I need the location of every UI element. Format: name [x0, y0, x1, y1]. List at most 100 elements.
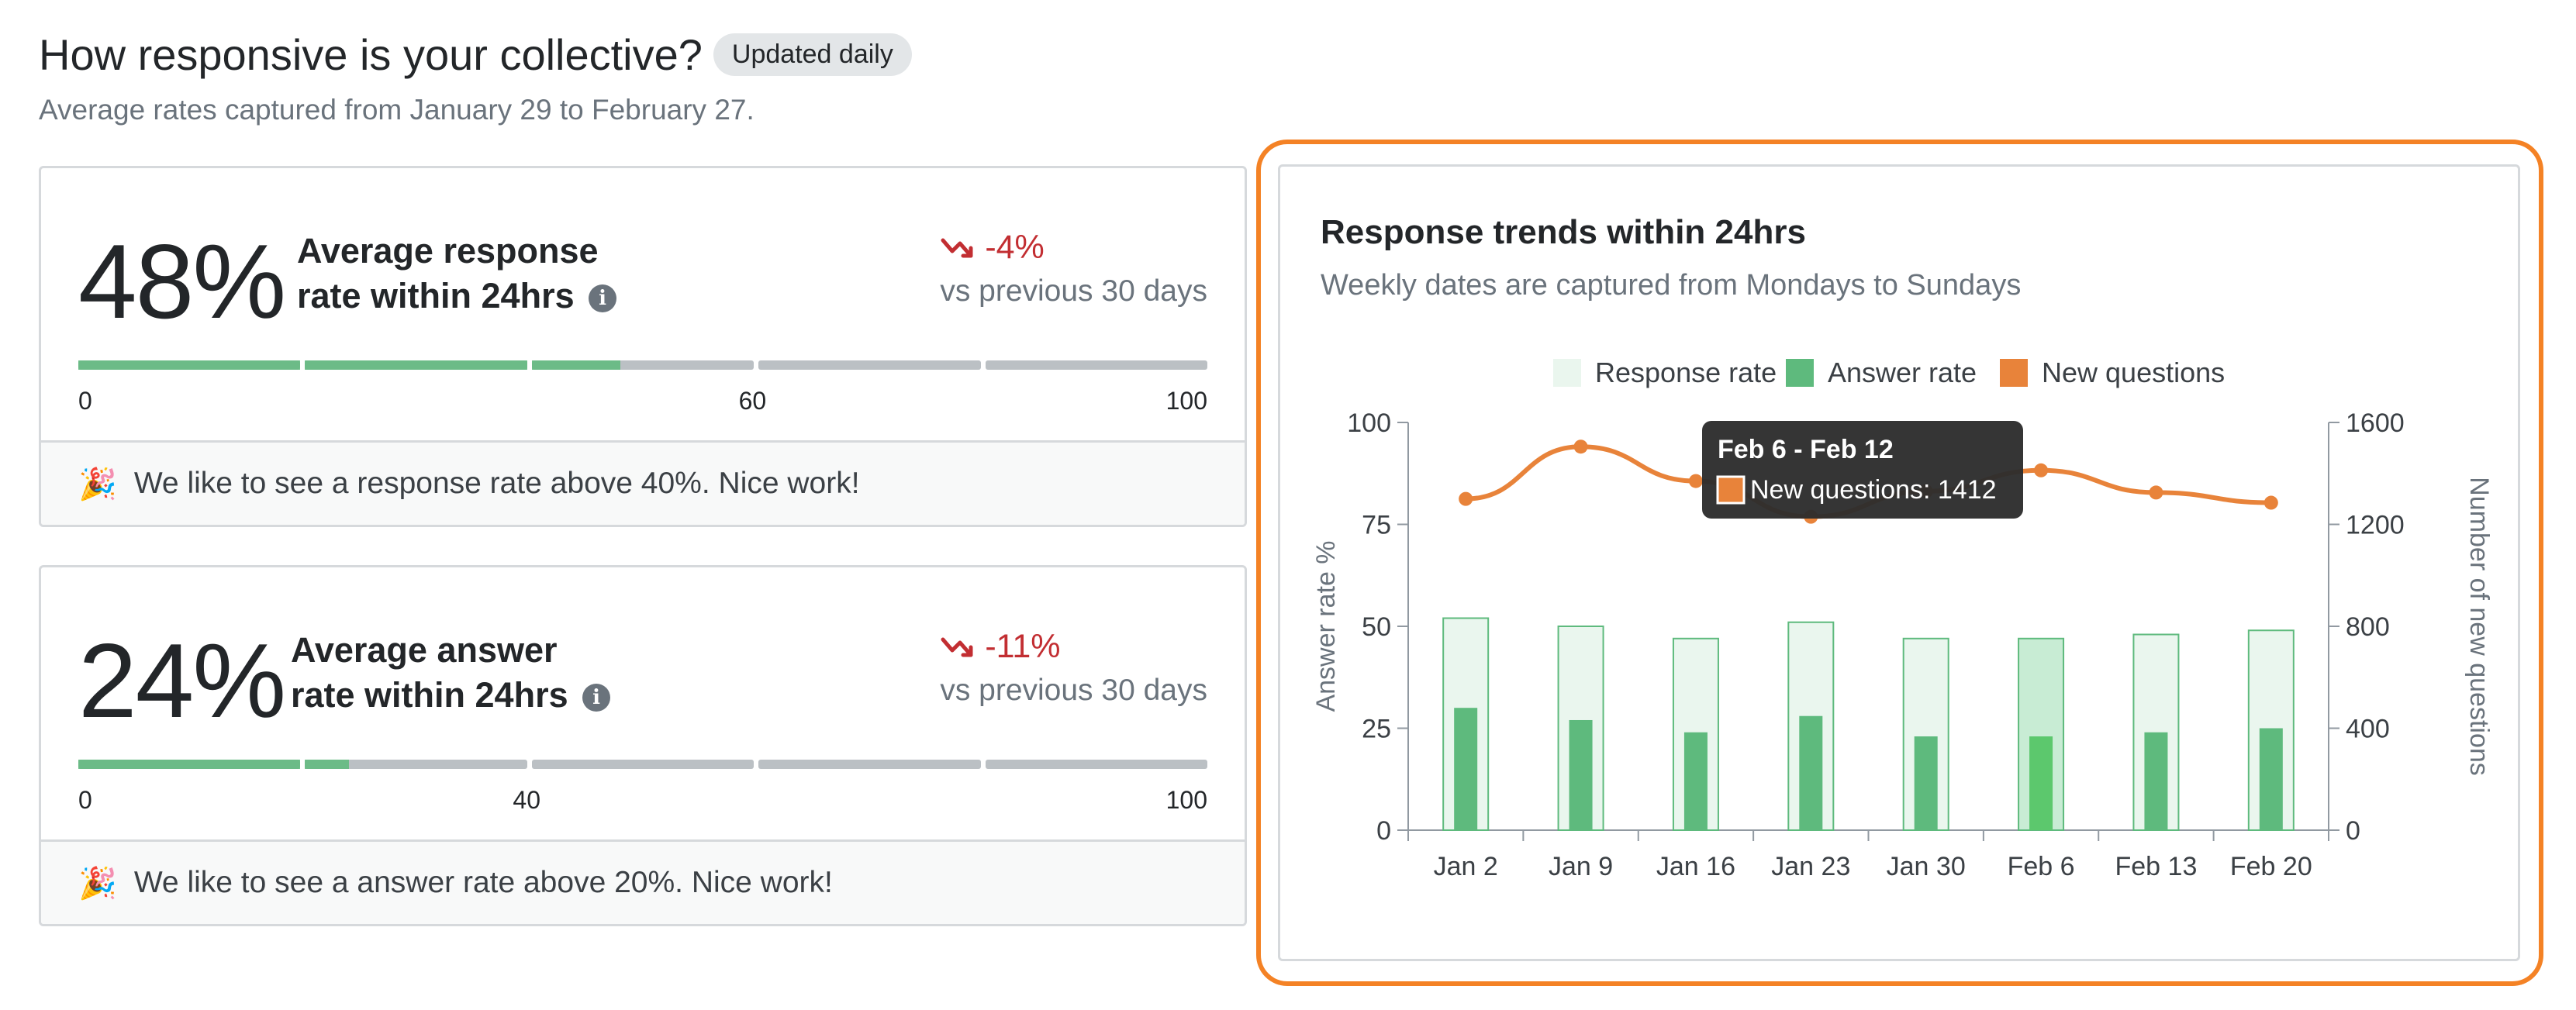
trending-down-icon [941, 238, 973, 257]
page-subtitle: Average rates captured from January 29 t… [39, 94, 754, 126]
tooltip-box [1702, 421, 2023, 519]
response-rate-card: 48% Average response rate within 24hrs i… [39, 166, 1247, 527]
response-rate-progress-bar [78, 360, 1207, 370]
y2-tick-label: 1600 [2346, 408, 2405, 438]
tooltip-title: Feb 6 - Feb 12 [1718, 435, 1894, 464]
tick-label: 0 [78, 387, 92, 415]
progress-segment [985, 360, 1207, 370]
response-rate-footer: 🎉 We like to see a response rate above 4… [41, 443, 1245, 525]
progress-segment [305, 360, 527, 370]
legend-swatch [1553, 359, 1581, 387]
y-tick-label: 0 [1376, 816, 1391, 846]
updated-badge: Updated daily [713, 33, 912, 76]
progress-segment [531, 360, 754, 370]
legend-label: Answer rate [1828, 357, 1977, 388]
x-tick-label: Jan 23 [1771, 852, 1850, 881]
progress-fill [305, 760, 350, 769]
answer-rate-bar [1454, 708, 1478, 830]
progress-fill [78, 360, 301, 370]
answer-rate-comparison: vs previous 30 days [940, 674, 1207, 707]
response-rate-value: 48% [78, 222, 286, 340]
x-tick-label: Jan 16 [1656, 852, 1735, 881]
progress-segment [78, 760, 301, 769]
answer-rate-footer: 🎉 We like to see a answer rate above 20%… [41, 842, 1245, 924]
chart-highlight-outline [1256, 140, 2543, 986]
page-title: How responsive is your collective? [39, 30, 703, 79]
answer-rate-delta: -11% [985, 628, 1061, 665]
y-tick-label: 25 [1362, 715, 1391, 744]
answer-rate-bar [1799, 715, 1823, 830]
response-rate-comparison: vs previous 30 days [940, 274, 1207, 308]
trending-down-icon [941, 637, 973, 657]
response-rate-footer-text: We like to see a response rate above 40%… [133, 467, 860, 500]
y-tick-label: 75 [1362, 511, 1391, 540]
legend-label: Response rate [1595, 357, 1777, 388]
progress-segment [305, 760, 527, 769]
response-rate-trend: -4% vs previous 30 days [940, 229, 1207, 309]
answer-rate-trend: -11% vs previous 30 days [940, 628, 1207, 708]
y-tick-label: 50 [1362, 612, 1391, 642]
answer-rate-bar [1683, 732, 1708, 830]
new-questions-point [1573, 440, 1588, 454]
tick-label: 100 [1165, 786, 1207, 814]
tooltip-text: New questions: 1412 [1750, 475, 1997, 505]
x-tick-label: Jan 30 [1887, 852, 1966, 881]
progress-segment [531, 760, 754, 769]
answer-rate-card: 24% Average answer rate within 24hrs i -… [39, 565, 1247, 926]
tooltip-swatch [1716, 475, 1746, 505]
x-tick-label: Jan 9 [1549, 852, 1613, 881]
answer-rate-bar [2029, 736, 2053, 830]
y-axis-title: Answer rate % [1311, 540, 1341, 712]
y2-axis-title: Number of new questions [2464, 477, 2494, 776]
progress-fill [531, 360, 620, 370]
legend-swatch [1786, 359, 1814, 387]
tick-label: 0 [78, 786, 92, 814]
progress-segment [985, 760, 1207, 769]
x-tick-label: Feb 20 [2230, 852, 2312, 881]
y2-tick-label: 800 [2346, 612, 2390, 642]
progress-segment [78, 360, 301, 370]
tick-label: 40 [513, 786, 540, 814]
new-questions-point [1459, 491, 1473, 506]
x-tick-label: Jan 2 [1434, 852, 1498, 881]
section-header: How responsive is your collective? Updat… [39, 29, 912, 126]
tick-label: 100 [1165, 387, 1207, 415]
info-icon[interactable]: i [582, 684, 611, 712]
progress-fill [78, 760, 301, 769]
x-tick-label: Feb 6 [2008, 852, 2075, 881]
answer-rate-bar [2259, 728, 2283, 830]
y2-tick-label: 0 [2346, 816, 2360, 846]
answer-rate-bar [2144, 732, 2168, 830]
answer-rate-bar [1569, 719, 1593, 830]
tick-label: 60 [738, 387, 767, 415]
answer-rate-value: 24% [78, 622, 286, 739]
party-popper-icon: 🎉 [78, 467, 117, 502]
y2-tick-label: 400 [2346, 715, 2390, 744]
answer-rate-label: Average answer rate within 24hrs i [291, 628, 616, 718]
answer-rate-progress-bar [78, 760, 1207, 769]
new-questions-point [1688, 474, 1703, 488]
response-trends-chart: 0 25 50 75 100 0 400 800 1200 1600 Jan 2 Jan 9 Jan 1… [1311, 357, 2494, 881]
response-rate-label: Average response rate within 24hrs i [297, 229, 623, 319]
y-tick-label: 100 [1347, 408, 1391, 438]
legend-label: New questions [2042, 357, 2225, 388]
answer-rate-label-text: Average answer rate within 24hrs [291, 630, 568, 715]
response-rate-delta: -4% [985, 229, 1045, 266]
legend-swatch [2000, 359, 2028, 387]
chart-subtitle: Weekly dates are captured from Mondays t… [1321, 269, 2022, 302]
progress-segment [758, 360, 981, 370]
progress-segment [758, 760, 981, 769]
answer-rate-footer-text: We like to see a answer rate above 20%. … [133, 866, 833, 899]
chart-title: Response trends within 24hrs [1321, 213, 1806, 251]
response-trends-card: Response trends within 24hrs Weekly date… [1278, 164, 2520, 961]
new-questions-point [2149, 485, 2163, 500]
x-tick-label: Feb 13 [2115, 852, 2198, 881]
new-questions-point [2034, 463, 2049, 477]
response-rate-label-text: Average response rate within 24hrs [297, 231, 599, 315]
new-questions-point [2263, 495, 2278, 510]
y2-tick-label: 1200 [2346, 511, 2405, 540]
party-popper-icon: 🎉 [78, 866, 117, 901]
progress-fill [305, 360, 527, 370]
answer-rate-bar [1914, 736, 1938, 830]
info-icon[interactable]: i [589, 284, 617, 313]
